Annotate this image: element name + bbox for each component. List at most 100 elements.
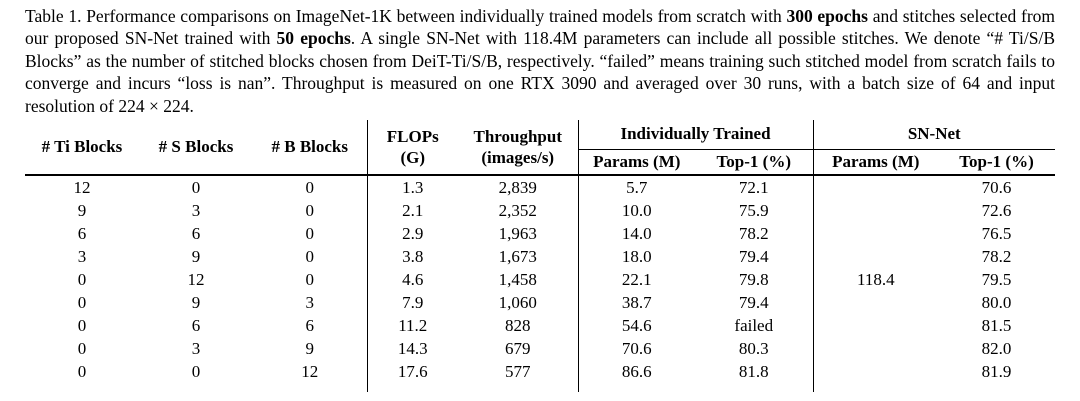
table-row: 9 3 0 2.1 2,352 10.0 75.9 72.6: [25, 199, 1055, 222]
cell-flops: 1.3: [402, 178, 424, 197]
cell-sn-top1: 76.5: [981, 224, 1012, 243]
cell-it-params: 10.0: [621, 201, 652, 220]
cell-sn-params: 118.4: [856, 270, 895, 289]
cell-ti: 3: [77, 247, 87, 266]
cell-ti: 12: [73, 178, 91, 197]
table-row: 3 9 0 3.8 1,673 18.0 79.4 78.2: [25, 245, 1055, 268]
cell-it-top1: 78.2: [695, 222, 814, 245]
group-header-sn-net: SN-Net: [813, 120, 1056, 150]
cell-sn-top1: 72.6: [981, 201, 1012, 220]
cell-sn-top1: 79.5: [981, 270, 1012, 289]
caption-segment: Table 1. Performance comparisons on Imag…: [25, 6, 787, 26]
cell-it-params: 38.7: [621, 293, 652, 312]
cell-flops: 17.6: [397, 362, 428, 381]
cell-sn-top1: 81.9: [981, 362, 1012, 381]
cell-s: 12: [187, 270, 205, 289]
cell-b: 0: [253, 222, 368, 245]
cell-throughput: 1,060: [458, 291, 579, 314]
cell-ti: 0: [77, 293, 87, 312]
cell-sn-top1: 78.2: [981, 247, 1012, 266]
cell-it-params: 22.1: [621, 270, 652, 289]
caption-segment-bold-50-epochs: 50 epochs: [276, 28, 351, 49]
cell-flops: 2.1: [402, 201, 424, 220]
cell-ti: 0: [77, 270, 87, 289]
cell-it-top1: 75.9: [695, 199, 814, 222]
cell-it-top1: 79.8: [695, 268, 814, 291]
col-header-throughput-line2: (images/s): [481, 148, 555, 167]
cell-ti: 0: [77, 362, 87, 381]
cell-it-top1: 79.4: [695, 291, 814, 314]
col-header-it-params: Params (M): [578, 149, 695, 176]
cell-ti: 0: [77, 339, 87, 358]
cell-it-params: 14.0: [621, 224, 652, 243]
cell-sn-top1: 81.5: [981, 316, 1012, 335]
cell-b: 0: [253, 175, 368, 199]
cell-b: 0: [253, 268, 368, 291]
cell-it-params: 18.0: [621, 247, 652, 266]
cell-sn-params: [813, 337, 938, 360]
cell-sn-params: [813, 291, 938, 314]
table-row: 0 6 6 11.2 828 54.6 failed 81.5: [25, 314, 1055, 337]
caption-segment: and stitches selected from our proposed …: [25, 6, 1056, 49]
cell-flops: 3.8: [402, 247, 424, 266]
cell-s: 3: [191, 339, 201, 358]
results-table: # Ti Blocks # S Blocks # B Blocks FLOPs …: [25, 120, 1056, 392]
table-header: # Ti Blocks # S Blocks # B Blocks FLOPs …: [25, 120, 1056, 176]
cell-b: 0: [253, 199, 368, 222]
cell-b: 12: [253, 360, 368, 392]
cell-ti: 9: [77, 201, 87, 220]
caption-segment-bold-300-epochs: 300 epochs: [786, 6, 868, 26]
cell-throughput: 1,458: [458, 268, 579, 291]
header-row-subcolumns: Params (M) Top-1 (%) Params (M) Top-1 (%…: [25, 149, 1056, 176]
cell-s: 0: [191, 178, 201, 197]
cell-b: 9: [253, 337, 368, 360]
cell-s: 3: [191, 201, 201, 220]
table-row: 6 6 0 2.9 1,963 14.0 78.2 76.5: [25, 222, 1055, 245]
cell-b: 0: [253, 245, 368, 268]
cell-it-top1: 81.8: [695, 360, 814, 392]
cell-b: 3: [253, 291, 368, 314]
cell-ti: 0: [77, 316, 87, 335]
cell-it-top1: 79.4: [695, 245, 814, 268]
cell-sn-params: [813, 314, 938, 337]
col-header-flops-line2: (G): [400, 148, 426, 167]
table-row: 0 3 9 14.3 679 70.6 80.3 82.0: [25, 337, 1055, 360]
table-row: 0 9 3 7.9 1,060 38.7 79.4 80.0: [25, 291, 1055, 314]
col-header-it-top1: Top-1 (%): [695, 149, 814, 176]
cell-sn-params: [813, 175, 938, 199]
cell-it-top1: 80.3: [695, 337, 814, 360]
cell-it-top1: failed: [695, 314, 814, 337]
cell-flops: 14.3: [397, 339, 428, 358]
cell-it-params: 86.6: [621, 362, 652, 381]
cell-sn-top1: 80.0: [981, 293, 1012, 312]
cell-sn-params: [813, 222, 938, 245]
cell-throughput: 1,673: [458, 245, 579, 268]
table-caption: Table 1. Performance comparisons on Imag…: [25, 5, 1055, 117]
cell-it-params: 70.6: [621, 339, 652, 358]
cell-s: 9: [191, 293, 201, 312]
col-header-flops-line1: FLOPs: [386, 127, 439, 146]
col-header-b-blocks: # B Blocks: [253, 120, 368, 176]
group-header-individually-trained: Individually Trained: [578, 120, 814, 150]
cell-s: 0: [191, 362, 201, 381]
cell-sn-params: [813, 199, 938, 222]
cell-sn-params: [813, 245, 938, 268]
table-row: 0 0 12 17.6 577 86.6 81.8 81.9: [25, 360, 1055, 392]
cell-throughput: 2,352: [458, 199, 579, 222]
cell-it-top1: 72.1: [695, 175, 814, 199]
cell-sn-params: [813, 360, 938, 392]
col-header-s-blocks: # S Blocks: [139, 120, 253, 176]
col-header-sn-top1: Top-1 (%): [938, 149, 1056, 176]
cell-throughput: 1,963: [458, 222, 579, 245]
cell-throughput: 2,839: [458, 175, 579, 199]
cell-throughput: 679: [458, 337, 579, 360]
cell-flops: 2.9: [402, 224, 424, 243]
cell-b: 6: [253, 314, 368, 337]
cell-flops: 11.2: [398, 316, 428, 335]
cell-flops: 7.9: [402, 293, 424, 312]
header-row-groups: # Ti Blocks # S Blocks # B Blocks FLOPs …: [25, 120, 1056, 176]
cell-throughput: 577: [458, 360, 579, 392]
col-header-throughput-line1: Throughput: [473, 127, 562, 146]
cell-it-params: 54.6: [621, 316, 652, 335]
